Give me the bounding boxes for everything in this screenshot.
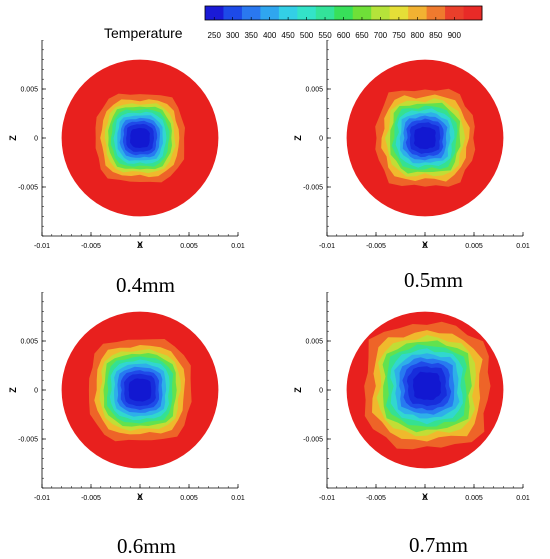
legend-swatch	[223, 6, 243, 20]
x-tick-label: -0.01	[34, 495, 50, 502]
caption-0-6mm: 0.6mm	[117, 534, 176, 558]
legend-swatch	[371, 6, 391, 20]
x-tick-label: -0.005	[81, 243, 101, 250]
x-tick-label: -0.005	[366, 243, 386, 250]
x-tick-label: 0.01	[231, 495, 245, 502]
isotherm-band	[130, 127, 150, 148]
legend-swatch	[334, 6, 354, 20]
legend-swatch	[241, 6, 261, 20]
y-tick-label: -0.005	[18, 185, 38, 192]
x-tick-label: 0.005	[180, 243, 198, 250]
caption-0-4mm: 0.4mm	[116, 273, 175, 297]
x-tick-label: 0.005	[180, 495, 198, 502]
legend-tick-label: 650	[355, 31, 369, 40]
legend-swatch	[297, 6, 317, 20]
legend-swatch	[389, 6, 409, 20]
y-tick-label: 0	[319, 388, 323, 395]
plot-panel-0-7mm: -0.01 -0.005 0 0.005 0.01 0.005 0 -0.005 X Z	[293, 292, 530, 502]
legend-tick-label: 450	[281, 31, 295, 40]
x-tick-label: 0.01	[516, 495, 530, 502]
x-axis-label: X	[137, 240, 143, 250]
isotherm-band	[128, 378, 152, 402]
x-tick-label: 0	[423, 243, 427, 250]
y-tick-label: 0	[34, 136, 38, 143]
y-tick-label: 0	[319, 136, 323, 143]
legend-tick-label: 550	[318, 31, 332, 40]
x-tick-label: -0.005	[366, 495, 386, 502]
legend-tick-label: 800	[411, 31, 425, 40]
legend-swatch	[463, 6, 483, 20]
isotherm-band	[413, 126, 436, 150]
legend-tick-label: 700	[374, 31, 388, 40]
legend-tick-label: 850	[429, 31, 443, 40]
plot-panel-0-6mm: -0.01 -0.005 0 0.005 0.01 0.005 0 -0.005 X Z	[8, 292, 245, 502]
y-tick-label: 0.005	[305, 87, 323, 94]
legend-tick-label: 400	[263, 31, 277, 40]
x-tick-label: 0.005	[465, 495, 483, 502]
legend-swatch	[408, 6, 427, 20]
x-tick-label: 0.01	[516, 243, 530, 250]
y-axis-label: Z	[8, 135, 18, 141]
x-axis-label: X	[422, 492, 428, 502]
y-axis-label: Z	[8, 387, 18, 393]
y-tick-label: -0.005	[18, 437, 38, 444]
legend-swatch	[445, 6, 464, 20]
x-tick-label: -0.01	[34, 243, 50, 250]
legend-swatch	[205, 6, 224, 20]
isotherm-band	[413, 371, 441, 400]
legend-tick-label: 600	[337, 31, 351, 40]
x-axis-label: X	[137, 492, 143, 502]
x-tick-label: 0.01	[231, 243, 245, 250]
caption-0-5mm: 0.5mm	[404, 268, 463, 292]
legend-title: Temperature	[104, 25, 183, 41]
legend-swatch	[278, 6, 298, 20]
x-tick-label: 0	[423, 495, 427, 502]
x-tick-label: 0	[138, 243, 142, 250]
legend-tick-label: 750	[392, 31, 406, 40]
plot-panel-0-5mm: -0.01 -0.005 0 0.005 0.01 0.005 0 -0.005 X Z	[293, 40, 530, 250]
y-tick-label: -0.005	[303, 185, 323, 192]
x-tick-label: -0.01	[319, 495, 335, 502]
legend-tick-label: 350	[244, 31, 258, 40]
y-tick-label: 0.005	[20, 339, 38, 346]
x-tick-label: 0	[138, 495, 142, 502]
legend-swatch	[315, 6, 335, 20]
legend-tick-label: 300	[226, 31, 240, 40]
y-tick-label: -0.005	[303, 437, 323, 444]
legend-tick-label: 500	[300, 31, 314, 40]
y-axis-label: Z	[293, 387, 303, 393]
x-axis-label: X	[422, 240, 428, 250]
legend-swatch	[260, 6, 280, 20]
legend-swatch	[352, 6, 372, 20]
legend-swatch	[426, 6, 446, 20]
y-tick-label: 0.005	[305, 339, 323, 346]
legend-tick-label: 250	[208, 31, 222, 40]
x-tick-label: -0.005	[81, 495, 101, 502]
x-tick-label: -0.01	[319, 243, 335, 250]
colorbar-legend: 250 300 350 400 450 500 550 600 650 700 750 800 850 9…	[204, 5, 483, 40]
x-tick-label: 0.005	[465, 243, 483, 250]
legend-tick-label: 900	[448, 31, 462, 40]
y-axis-label: Z	[293, 135, 303, 141]
y-tick-label: 0.005	[20, 87, 38, 94]
plot-panel-0-4mm: -0.01 -0.005 0 0.005 0.01 0.005 0 -0.005 X Z	[8, 40, 245, 250]
caption-0-7mm: 0.7mm	[409, 533, 468, 557]
y-tick-label: 0	[34, 388, 38, 395]
